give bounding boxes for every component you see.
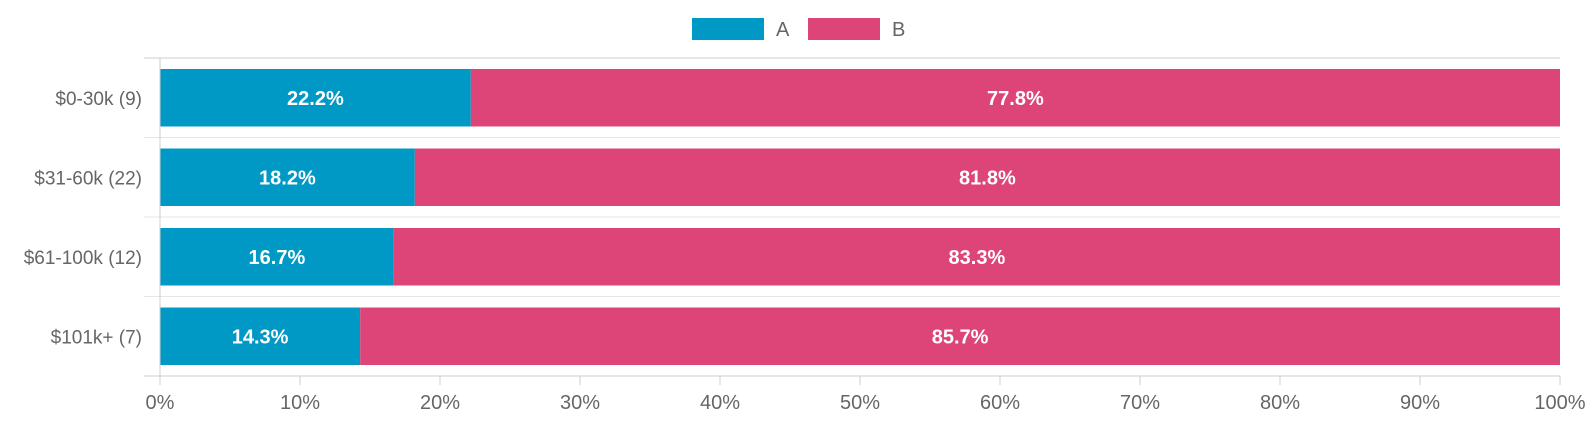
category-label: $0-30k (9)	[55, 89, 142, 110]
x-tick-label: 30%	[560, 392, 600, 414]
x-tick-label: 80%	[1260, 392, 1300, 414]
x-tick-label: 50%	[840, 392, 880, 414]
x-tick-label: 90%	[1400, 392, 1440, 414]
data-label: 81.8%	[959, 167, 1016, 189]
data-label: 77.8%	[987, 88, 1044, 110]
bar-a-3[interactable]	[160, 307, 361, 366]
axes: $0-30k (9) $31-60k (22) $61-100k (12) $101k…	[24, 58, 1586, 414]
bar-b-2[interactable]	[393, 228, 1560, 286]
data-label: 14.3%	[232, 326, 289, 348]
gridlines	[144, 57, 1560, 297]
x-tick-label: 100%	[1534, 392, 1585, 414]
data-label: 22.2%	[287, 88, 344, 110]
bar-b-3[interactable]	[360, 307, 1561, 366]
category-label: $101k+ (7)	[51, 327, 142, 348]
legend-swatch-b	[808, 18, 880, 40]
bar-b-0[interactable]	[470, 69, 1560, 127]
legend-label-a: A	[776, 19, 790, 41]
bar-a-1[interactable]	[160, 148, 415, 207]
legend-label-b: B	[892, 19, 905, 41]
x-tick-label: 70%	[1120, 392, 1160, 414]
x-tick-label: 20%	[420, 392, 460, 414]
x-tick-label: 60%	[980, 392, 1020, 414]
bars: 22.2% 77.8% 18.2% 81.8% 16.7% 83.3% 14.3% 85.7%	[160, 69, 1561, 366]
legend-swatch-a	[692, 18, 764, 40]
x-tick-label: 0%	[146, 392, 175, 414]
category-label: $61-100k (12)	[24, 248, 142, 269]
data-label: 18.2%	[259, 167, 316, 189]
x-tick-label: 40%	[700, 392, 740, 414]
data-label: 83.3%	[949, 247, 1006, 269]
bar-b-1[interactable]	[414, 148, 1560, 207]
data-label: 85.7%	[932, 326, 989, 348]
x-tick-label: 10%	[280, 392, 320, 414]
category-label: $31-60k (22)	[34, 168, 142, 189]
bar-a-0[interactable]	[160, 69, 471, 127]
bar-a-2[interactable]	[160, 228, 394, 286]
data-label: 16.7%	[249, 247, 306, 269]
